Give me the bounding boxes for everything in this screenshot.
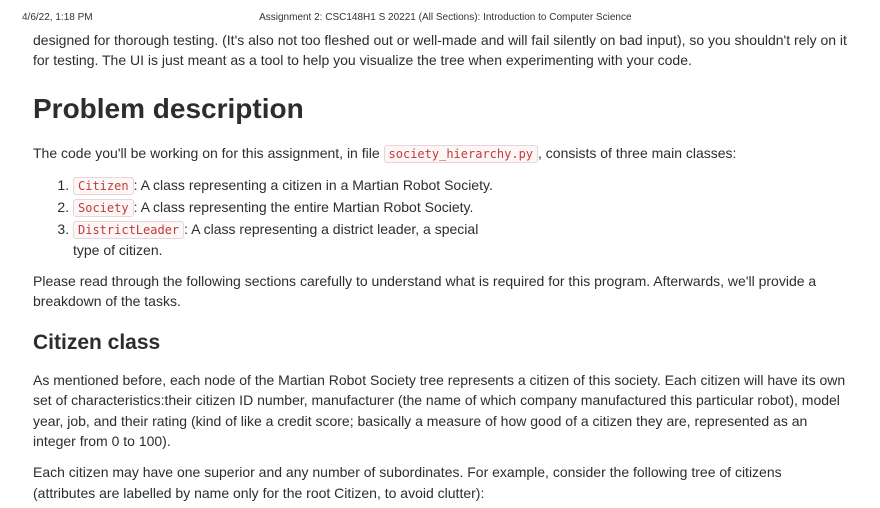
lead-text-pre: The code you'll be working on for this a… [33,145,384,161]
list-item: DistrictLeader: A class representing a d… [73,219,503,260]
code-filename: society_hierarchy.py [384,145,539,163]
document-body: designed for thorough testing. (It's als… [0,26,880,503]
intro-fragment: designed for thorough testing. (It's als… [33,30,847,71]
class-desc: : A class representing a citizen in a Ma… [134,177,493,193]
citizen-heading: Citizen class [33,328,847,358]
citizen-para-2: Each citizen may have one superior and a… [33,462,847,503]
citizen-para-1: As mentioned before, each node of the Ma… [33,370,847,451]
print-timestamp: 4/6/22, 1:18 PM [22,12,93,23]
page-header: 4/6/22, 1:18 PM Assignment 2: CSC148H1 S… [0,0,880,26]
problem-followup: Please read through the following sectio… [33,271,847,312]
problem-lead: The code you'll be working on for this a… [33,143,847,163]
print-title: Assignment 2: CSC148H1 S 20221 (All Sect… [93,12,798,23]
list-item: Society: A class representing the entire… [73,197,503,217]
problem-heading: Problem description [33,89,847,130]
lead-text-post: , consists of three main classes: [538,145,736,161]
class-desc: : A class representing the entire Martia… [134,199,474,215]
code-classname: DistrictLeader [73,221,184,239]
classes-list: Citizen: A class representing a citizen … [33,175,847,260]
code-classname: Citizen [73,177,134,195]
code-classname: Society [73,199,134,217]
list-item: Citizen: A class representing a citizen … [73,175,503,195]
